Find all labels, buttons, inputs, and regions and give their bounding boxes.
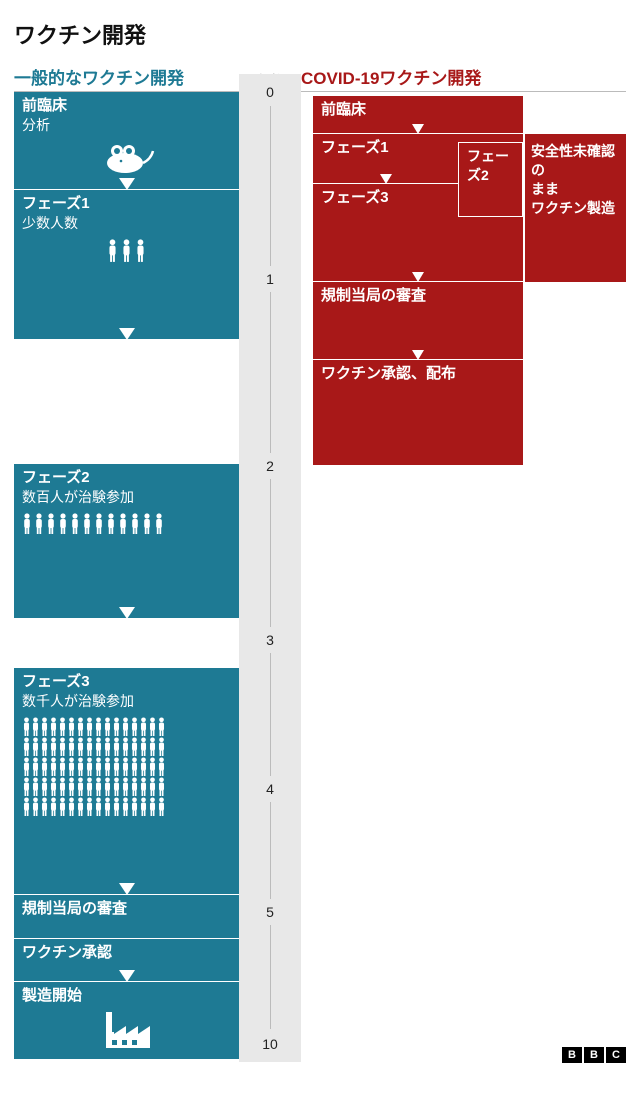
bbc-logo-c: C bbox=[606, 1047, 626, 1063]
stage-title: 規制当局の審査 bbox=[321, 286, 515, 306]
typical-stage-3: フェーズ3数千人が治験参加 bbox=[14, 668, 239, 895]
stage-title: フェーズ2 bbox=[22, 468, 231, 488]
stage-title: フェーズ1 bbox=[22, 194, 231, 214]
typical-stage-1: フェーズ1少数人数 bbox=[14, 190, 239, 340]
stage-title: フェーズ3 bbox=[22, 672, 231, 692]
side-line2: まま bbox=[531, 180, 620, 199]
arrow-down-icon bbox=[380, 174, 392, 184]
arrow-down-icon bbox=[119, 607, 135, 619]
stage-title: 前臨床 bbox=[321, 100, 515, 120]
footer: B B C bbox=[562, 1045, 626, 1063]
people-icon bbox=[22, 239, 231, 263]
typical-header: 一般的なワクチン開発 bbox=[14, 64, 239, 89]
stage-title: 製造開始 bbox=[22, 986, 231, 1006]
chart-area: 01234510 前臨床分析フェーズ1少数人数フェーズ2数百人が治験参加フェーズ… bbox=[14, 91, 626, 1061]
stage-title: 前臨床 bbox=[22, 96, 231, 116]
arrow-down-icon bbox=[412, 124, 424, 134]
stage-title: 規制当局の審査 bbox=[22, 899, 231, 919]
covid-stage-1: フェーズ1 bbox=[313, 134, 458, 184]
arrow-down-icon bbox=[119, 178, 135, 190]
axis-tick-10: 10 bbox=[239, 1036, 301, 1052]
stage-title: ワクチン承認、配布 bbox=[321, 364, 515, 384]
bbc-logo: B B C bbox=[562, 1047, 626, 1063]
axis-tick-3: 3 bbox=[239, 632, 301, 648]
arrow-down-icon bbox=[119, 328, 135, 340]
axis-tick-4: 4 bbox=[239, 781, 301, 797]
page-title: ワクチン開発 bbox=[14, 18, 626, 50]
axis-tick-line bbox=[270, 925, 271, 1029]
bbc-logo-b2: B bbox=[584, 1047, 604, 1063]
people-icon bbox=[22, 513, 231, 535]
axis-tick-5: 5 bbox=[239, 904, 301, 920]
typical-stage-4: 規制当局の審査 bbox=[14, 895, 239, 939]
typical-stage-6: 製造開始 bbox=[14, 982, 239, 1060]
axis-tick-line bbox=[270, 292, 271, 453]
covid-header: COVID-19ワクチン開発 bbox=[301, 64, 626, 89]
covid-side-manufacturing: 安全性未確認のままワクチン製造 bbox=[525, 134, 626, 282]
covid-stage-2: フェーズ2 bbox=[458, 142, 523, 217]
arrow-down-icon bbox=[412, 272, 424, 282]
stage-title: フェーズ2 bbox=[467, 147, 514, 185]
axis-tick-line bbox=[270, 802, 271, 899]
stage-subtitle: 数千人が治験参加 bbox=[22, 692, 231, 711]
stage-subtitle: 数百人が治験参加 bbox=[22, 488, 231, 507]
covid-stage-5: ワクチン承認、配布 bbox=[313, 360, 523, 466]
column-headers: 一般的なワクチン開発 年数 COVID-19ワクチン開発 bbox=[14, 64, 626, 89]
year-axis: 0 1 2 3 4 5 10 bbox=[239, 74, 301, 1062]
side-line3: ワクチン製造 bbox=[531, 199, 620, 218]
arrow-down-icon bbox=[119, 883, 135, 895]
axis-tick-0: 0 bbox=[239, 84, 301, 100]
axis-tick-2: 2 bbox=[239, 458, 301, 474]
arrow-down-icon bbox=[119, 970, 135, 982]
axis-tick-line bbox=[270, 479, 271, 627]
stage-subtitle: 分析 bbox=[22, 116, 231, 135]
stage-title: フェーズ1 bbox=[321, 138, 450, 158]
arrow-down-icon bbox=[412, 350, 424, 360]
typical-stage-0: 前臨床分析 bbox=[14, 92, 239, 190]
people-icon bbox=[22, 717, 231, 817]
axis-tick-line bbox=[270, 106, 271, 266]
typical-column: 前臨床分析フェーズ1少数人数フェーズ2数百人が治験参加フェーズ3数千人が治験参加… bbox=[14, 92, 239, 1062]
stage-subtitle: 少数人数 bbox=[22, 214, 231, 233]
side-line1: 安全性未確認の bbox=[531, 142, 620, 180]
typical-stage-2: フェーズ2数百人が治験参加 bbox=[14, 464, 239, 619]
axis-tick-1: 1 bbox=[239, 271, 301, 287]
stage-title: ワクチン承認 bbox=[22, 943, 231, 963]
axis-tick-line bbox=[270, 653, 271, 776]
covid-stage-4: 規制当局の審査 bbox=[313, 282, 523, 360]
covid-stage-0: 前臨床 bbox=[313, 96, 523, 134]
typical-stage-5: ワクチン承認 bbox=[14, 939, 239, 982]
factory-icon bbox=[22, 1012, 231, 1048]
bbc-logo-b1: B bbox=[562, 1047, 582, 1063]
mouse-icon bbox=[22, 141, 231, 175]
